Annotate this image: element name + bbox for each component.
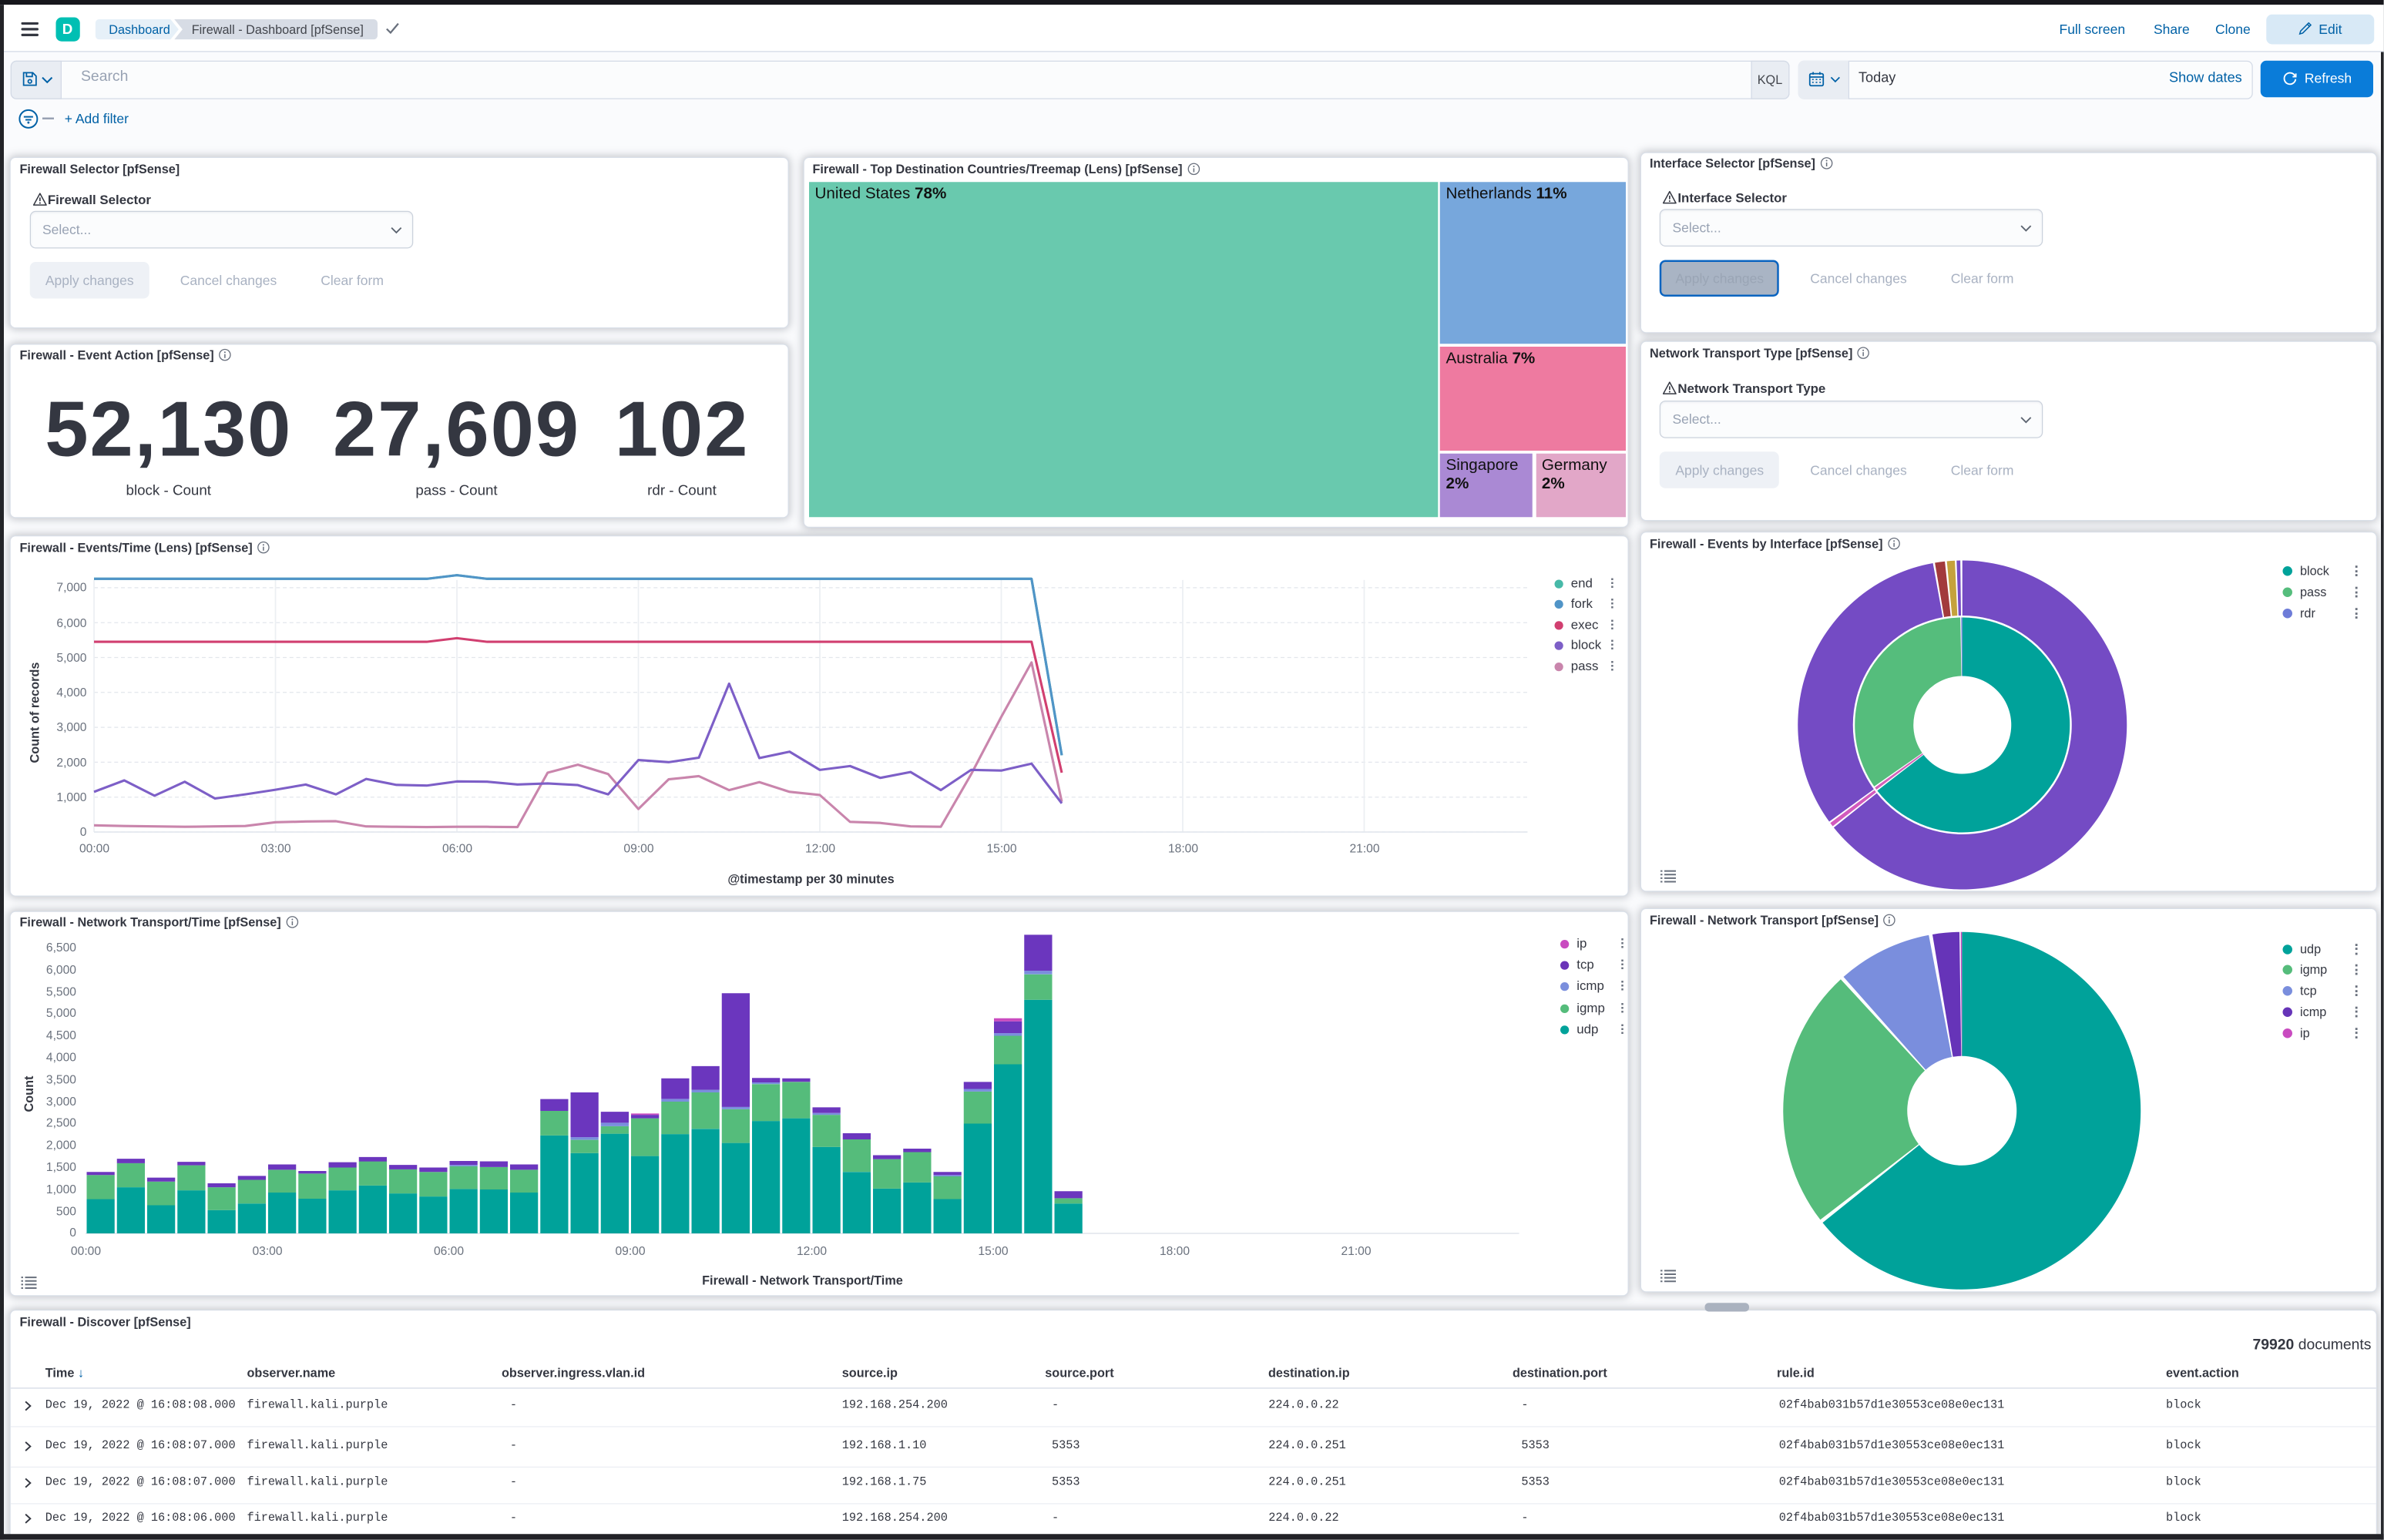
svg-text:Firewall - Dashboard [pfSense]: Firewall - Dashboard [pfSense]: [192, 22, 364, 36]
svg-text:Dashboard: Dashboard: [109, 22, 170, 36]
